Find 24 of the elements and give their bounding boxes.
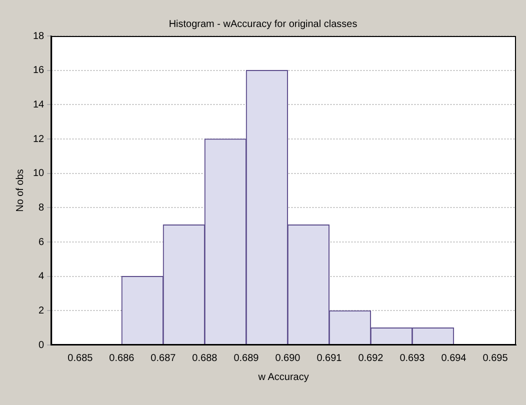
x-tick-label: 0.689	[234, 352, 260, 364]
y-tick-label: 4	[38, 271, 45, 282]
x-tick-label: 0.688	[192, 352, 218, 364]
x-tick-label: 0.687	[150, 352, 176, 364]
y-tick-label: 10	[33, 168, 45, 180]
y-axis-title: No of obs	[14, 169, 26, 212]
x-tick-label: 0.686	[109, 352, 135, 364]
y-tick-label: 0	[38, 340, 45, 351]
x-tick-label: 0.693	[400, 352, 426, 364]
x-tick-label: 0.694	[441, 352, 467, 364]
y-tick-label: 16	[33, 65, 45, 76]
y-tick-label: 18	[33, 30, 45, 42]
y-tick-label: 14	[33, 99, 45, 110]
y-tick-label: 8	[38, 202, 45, 214]
x-tick-label: 0.695	[482, 352, 508, 364]
y-tick-label: 2	[38, 305, 45, 316]
chart-title: Histogram - wAccuracy for original classes	[168, 18, 358, 30]
x-axis-title: w Accuracy	[257, 372, 309, 383]
x-tick-label: 0.690	[275, 352, 301, 364]
x-tick-label: 0.685	[68, 352, 94, 364]
x-tick-label: 0.691	[316, 352, 342, 364]
y-tick-label: 12	[33, 134, 45, 145]
x-tick-label: 0.692	[358, 352, 384, 364]
y-tick-label: 6	[38, 236, 45, 248]
